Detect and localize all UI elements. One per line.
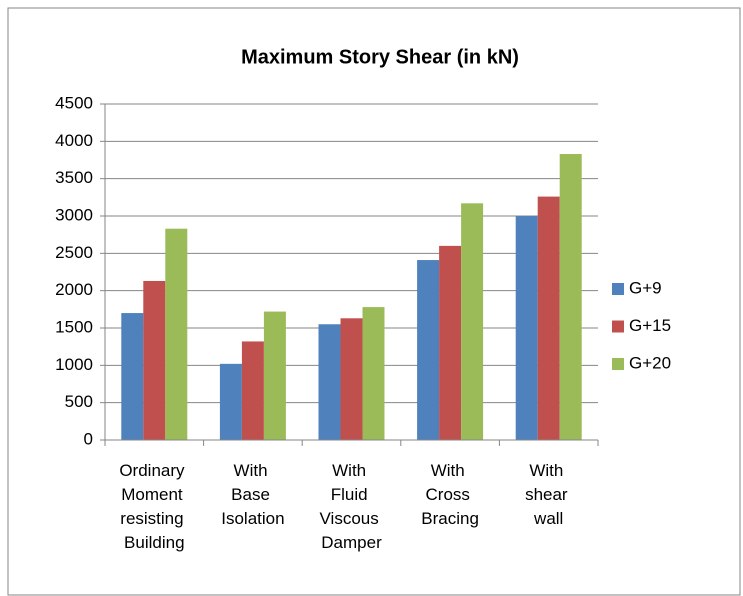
y-tick-label: 2000 <box>55 280 93 299</box>
chart-title: Maximum Story Shear (in kN) <box>241 46 519 68</box>
y-tick-label: 0 <box>84 429 93 448</box>
y-tick-label: 1500 <box>55 317 93 336</box>
y-tick-label: 2500 <box>55 243 93 262</box>
x-tick-label: Ordinary Moment resisting Building <box>119 461 189 552</box>
bar <box>165 228 188 440</box>
y-tick-label: 4000 <box>55 131 93 150</box>
x-tick-label: With Cross Bracing <box>421 461 479 528</box>
bar <box>362 307 385 440</box>
legend-swatch <box>612 358 624 370</box>
bar <box>143 280 166 440</box>
bar <box>559 154 582 440</box>
bar <box>340 318 363 440</box>
x-tick-label: With Fluid Viscous Damper <box>320 461 384 552</box>
bar <box>439 245 462 440</box>
y-tick-label: 1000 <box>55 355 93 374</box>
bar <box>537 196 560 440</box>
chart-frame <box>7 7 741 596</box>
y-tick-label: 3500 <box>55 168 93 187</box>
bar <box>219 363 242 440</box>
legend-label: G+15 <box>629 316 671 335</box>
bar <box>318 324 341 440</box>
y-tick-label: 500 <box>65 392 93 411</box>
bar <box>241 341 264 440</box>
legend-swatch <box>612 320 624 333</box>
bar <box>417 260 440 440</box>
y-tick-label: 4500 <box>55 93 93 112</box>
x-tick-label: With shear wall <box>525 461 572 528</box>
bar <box>121 313 144 440</box>
bar <box>461 203 484 440</box>
y-tick-label: 3000 <box>55 205 93 224</box>
bar <box>263 311 286 440</box>
x-tick-label: With Base Isolation <box>221 461 284 528</box>
bar <box>515 216 538 440</box>
legend-label: G+9 <box>629 278 662 297</box>
legend-swatch <box>612 283 624 295</box>
legend-label: G+20 <box>629 353 671 372</box>
